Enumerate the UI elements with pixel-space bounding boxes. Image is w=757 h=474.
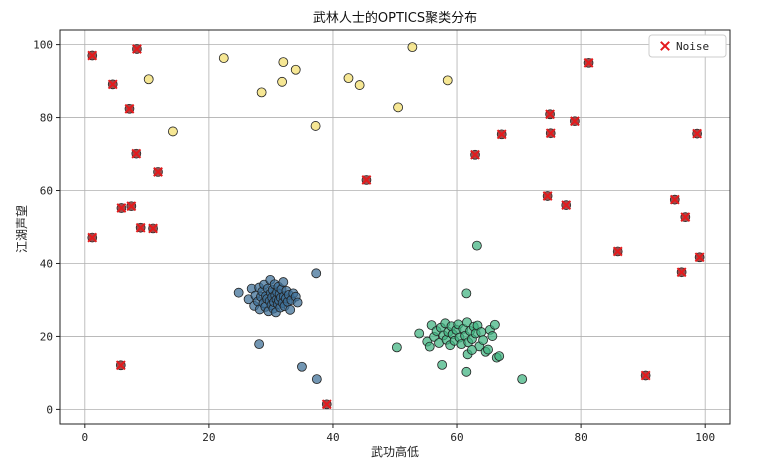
cluster-point (414, 328, 425, 339)
y-tick-label: 20 (40, 330, 53, 343)
cluster-point (517, 374, 528, 385)
cluster-point (391, 342, 402, 353)
chart-title: 武林人士的OPTICS聚类分布 (313, 10, 477, 26)
cluster-point (494, 351, 505, 362)
cluster-point (311, 268, 322, 279)
cluster-point (476, 327, 487, 337)
noise-point-x-marker (87, 50, 98, 61)
noise-point-x-marker (570, 116, 580, 127)
noise-point-x-marker (496, 129, 507, 140)
cluster-point (297, 361, 307, 372)
noise-point-x-marker (561, 200, 572, 211)
cluster-point (277, 76, 287, 87)
legend-noise-x (660, 41, 670, 51)
cluster-point (442, 75, 453, 86)
y-tick-label: 0 (46, 403, 53, 416)
noise-point-x-marker (116, 203, 127, 213)
cluster-point (218, 53, 229, 63)
x-tick-label: 0 (82, 431, 89, 444)
noise-point-x-marker (131, 148, 142, 159)
cluster-point (354, 80, 365, 90)
noise-point-x-marker (470, 149, 480, 160)
legend: Noise (648, 34, 727, 58)
y-axis-label: 江湖声望 (14, 205, 29, 253)
noise-point-x-marker (692, 128, 703, 139)
noise-point-x-marker (612, 246, 623, 257)
noise-point-x-marker (115, 360, 126, 371)
cluster-point (483, 344, 493, 355)
legend-box (648, 34, 727, 58)
cluster-point (471, 240, 482, 251)
data-points (87, 42, 705, 410)
cluster-point (168, 126, 178, 137)
cluster-point (437, 359, 448, 370)
grid-lines (60, 30, 730, 424)
cluster-point (285, 304, 296, 315)
cluster-point (407, 42, 418, 53)
cluster-point (256, 87, 267, 98)
noise-point-x-marker (135, 222, 146, 233)
noise-point-x-marker (132, 44, 142, 54)
noise-point-x-marker (694, 252, 705, 263)
cluster-point (478, 335, 488, 345)
x-tick-label: 60 (450, 431, 463, 444)
noise-point-x-marker (321, 399, 332, 410)
cluster-point (462, 317, 472, 328)
y-tick-label: 40 (40, 257, 53, 270)
noise-point-x-marker (545, 109, 555, 120)
cluster-point (278, 277, 289, 287)
noise-point-x-marker (361, 175, 372, 185)
noise-point-x-marker (107, 79, 118, 90)
noise-point-x-marker (148, 223, 158, 234)
cluster-point (467, 345, 477, 355)
x-tick-label: 80 (574, 431, 587, 444)
noise-point-x-marker (126, 201, 137, 212)
cluster-point (311, 374, 322, 385)
cluster-point (424, 341, 435, 352)
cluster-point (143, 74, 154, 85)
cluster-point (489, 319, 500, 330)
noise-point-x-marker (676, 267, 687, 278)
cluster-point (290, 64, 301, 75)
noise-point-x-marker (153, 167, 163, 177)
x-tick-label: 40 (326, 431, 339, 444)
cluster-point (233, 287, 244, 298)
noise-point-x-marker (545, 128, 556, 139)
noise-point-x-marker (640, 370, 651, 381)
noise-point-x-marker (124, 103, 135, 114)
y-tick-label: 80 (40, 112, 53, 125)
legend-label-noise: Noise (676, 40, 709, 53)
x-tick-label: 20 (202, 431, 215, 444)
cluster-point (278, 57, 289, 68)
cluster-point (343, 73, 354, 84)
x-tick-label: 100 (695, 431, 715, 444)
y-tick-label: 60 (40, 185, 53, 198)
x-axis-label: 武功高低 (371, 444, 419, 459)
y-tick-label: 100 (33, 39, 53, 52)
noise-point-x-marker (669, 194, 680, 205)
legend-noise-marker-icon (660, 41, 670, 51)
cluster-point (393, 102, 404, 113)
cluster-point (292, 297, 303, 308)
noise-point-x-marker (583, 57, 594, 68)
cluster-point (487, 331, 498, 341)
cluster-point (254, 339, 265, 350)
cluster-point (461, 288, 472, 299)
noise-point-x-marker (87, 232, 98, 243)
plot-frame (59, 29, 731, 425)
noise-point-x-marker (680, 212, 691, 223)
axis-ticks: 0 20 40 60 80 100 0 20 40 60 80 100 (33, 39, 715, 444)
cluster-point (461, 366, 472, 377)
noise-point-x-marker (542, 191, 553, 201)
cluster-point (310, 121, 321, 131)
